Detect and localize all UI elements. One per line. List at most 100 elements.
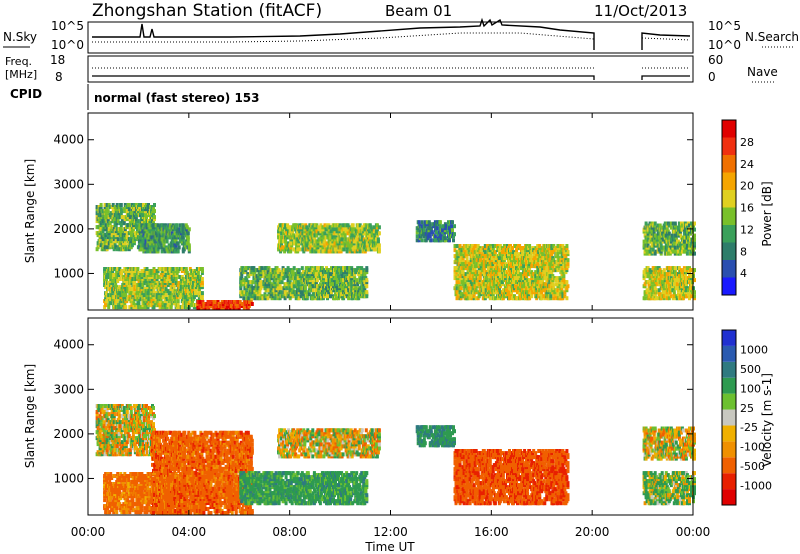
power-cell (112, 235, 116, 240)
power-cell (247, 284, 251, 289)
power-cell (145, 267, 149, 271)
power-cell (354, 286, 358, 291)
power-cell (148, 273, 152, 277)
power-cell (148, 283, 152, 287)
power-cell (543, 294, 547, 299)
power-cell (487, 290, 491, 295)
power-cell (474, 296, 478, 301)
power-cell (353, 276, 357, 281)
power-cell (104, 271, 108, 275)
power-cell (521, 284, 525, 289)
power-cell (350, 233, 354, 238)
power-cell (141, 285, 145, 290)
power-cell (196, 271, 200, 275)
power-cell (370, 227, 374, 232)
power-cell (186, 279, 190, 283)
power-cell (429, 226, 433, 231)
power-cell (326, 282, 329, 287)
power-cell (323, 223, 327, 228)
power-cell (150, 299, 154, 304)
power-cell (179, 285, 183, 290)
power-cell (153, 209, 156, 214)
power-cell (145, 231, 149, 236)
power-cell (365, 284, 369, 289)
power-cell (117, 273, 121, 277)
power-cell (315, 233, 319, 238)
power-cell (557, 256, 561, 261)
power-cell (342, 223, 346, 228)
power-cell (114, 233, 118, 238)
power-cell (184, 267, 188, 271)
power-cell (547, 254, 551, 259)
power-cell (498, 290, 502, 295)
power-cell (258, 292, 262, 297)
power-cell (366, 233, 370, 238)
power-cell (200, 281, 204, 285)
power-cell (317, 249, 321, 254)
power-cell (516, 246, 519, 251)
power-cell (136, 207, 140, 212)
power-cell (455, 250, 459, 255)
power-cell (136, 267, 140, 271)
power-cell (125, 231, 129, 236)
power-cell (280, 235, 284, 240)
power-cell (428, 234, 432, 239)
power-cell (373, 247, 377, 252)
power-cell (479, 248, 483, 253)
power-cell (115, 227, 119, 232)
power-cell (280, 231, 284, 236)
power-cell (262, 282, 266, 287)
power-cell (212, 300, 216, 304)
power-cell (473, 264, 477, 269)
power-cell (283, 296, 287, 301)
power-cell (149, 235, 153, 240)
power-cell (140, 223, 144, 228)
power-cell (186, 235, 190, 240)
power-cell (295, 223, 299, 228)
power-cell (259, 280, 263, 285)
power-cell (115, 275, 119, 279)
power-cell (262, 274, 266, 279)
power-cell (125, 209, 129, 214)
power-cell (345, 249, 349, 254)
power-cell (420, 220, 424, 225)
power-cell (209, 300, 213, 304)
power-cell (171, 267, 175, 271)
power-cell (130, 243, 134, 248)
power-cell (525, 244, 529, 248)
power-cell (173, 299, 177, 304)
power-cell (141, 203, 145, 207)
power-cell (255, 274, 259, 279)
power-cell (319, 235, 323, 240)
power-cell (164, 287, 168, 292)
power-cell (282, 268, 286, 273)
power-cell (552, 286, 556, 291)
power-cell (124, 305, 128, 310)
power-cell (134, 267, 138, 271)
power-cell (453, 224, 456, 229)
power-cell (165, 297, 169, 302)
power-cell (329, 241, 333, 246)
power-cell (298, 274, 302, 279)
freq-tick-low: 8 (55, 70, 63, 84)
power-cell (278, 284, 282, 289)
power-cell (541, 252, 545, 257)
power-cell (323, 231, 327, 236)
power-cell (254, 280, 258, 285)
power-cell (132, 305, 136, 310)
power-cell (439, 234, 443, 239)
power-cell (325, 278, 328, 283)
freq-tick-high: 18 (50, 53, 65, 67)
power-cell (107, 293, 111, 298)
power-cell (217, 302, 221, 306)
power-cell (303, 284, 307, 289)
power-cell (272, 288, 276, 293)
power-cell (417, 238, 421, 243)
power-cell (493, 244, 497, 248)
power-cell (120, 209, 124, 214)
power-cell (329, 229, 333, 234)
power-cell (242, 278, 246, 283)
power-cell (242, 296, 246, 301)
power-cell (151, 205, 154, 209)
power-cell (164, 273, 168, 277)
